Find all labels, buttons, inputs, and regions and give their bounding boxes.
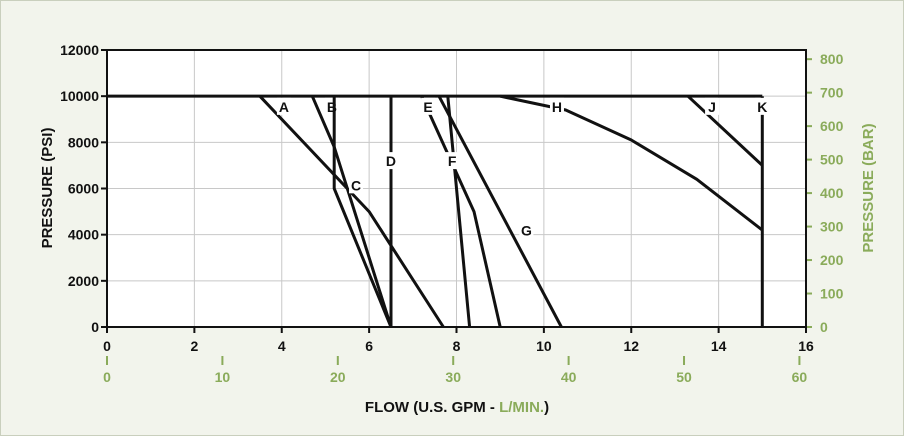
x-secondary-tick-label: 60 [792, 369, 808, 385]
curve-label-g: G [521, 222, 532, 238]
y-secondary-tick-label: 300 [820, 219, 844, 235]
x-axis-title-prefix: FLOW (U.S. GPM - [365, 399, 499, 416]
y-secondary-tick-label: 700 [820, 85, 844, 101]
curve-label-backdrop [383, 152, 398, 170]
curve-label-backdrop [549, 97, 564, 115]
x-tick-label: 16 [798, 338, 814, 354]
y-secondary-tick-label: 400 [820, 185, 844, 201]
y-tick-label: 4000 [68, 227, 99, 243]
y-secondary-tick-label: 200 [820, 252, 844, 268]
x-secondary-tick-label: 50 [676, 369, 692, 385]
x-tick-label: 12 [623, 338, 639, 354]
flow-curves: A B C D E F G H J K [107, 94, 770, 328]
x-axis-title-secondary: L/MIN. [499, 399, 544, 416]
x-tick-label: 8 [453, 338, 461, 354]
x-tick-label: 2 [190, 338, 198, 354]
x-tick-label: 0 [103, 338, 111, 354]
curve-label-k: K [757, 99, 767, 115]
curve-label-f: F [448, 153, 457, 169]
y-tick-label: 12000 [60, 42, 99, 58]
x-axis-title: FLOW (U.S. GPM - L/MIN.) [365, 399, 549, 416]
x-secondary-tick-label: 0 [103, 369, 111, 385]
y-axis-ticks: 0 2000 4000 6000 8000 10000 12000 0 100 200 300 400… [60, 42, 844, 335]
curve-e [420, 95, 502, 328]
x-secondary-tick-label: 20 [330, 369, 346, 385]
y-tick-label: 2000 [68, 273, 99, 289]
y-axis-secondary-title: PRESSURE (BAR) [860, 123, 877, 252]
x-tick-label: 10 [536, 338, 552, 354]
x-axis-title-suffix: ) [544, 399, 549, 416]
curve-a [258, 95, 445, 328]
y-tick-label: 6000 [68, 181, 99, 197]
curve-label-a: A [279, 99, 289, 115]
curve-label-h: H [552, 99, 562, 115]
plot-border [106, 49, 807, 328]
curve-label-backdrop [519, 221, 534, 239]
curve-label-backdrop [276, 97, 291, 115]
curve-label-c: C [351, 177, 361, 193]
curve-label-backdrop [349, 176, 364, 194]
y-axis-title: PRESSURE (PSI) [39, 128, 56, 249]
curve-c [332, 96, 393, 328]
curve-label-backdrop [705, 97, 720, 115]
curve-label-backdrop [755, 97, 770, 115]
x-tick-label: 6 [365, 338, 373, 354]
x-secondary-tick-label: 30 [445, 369, 461, 385]
y-tick-label: 10000 [60, 88, 99, 104]
curve-g [437, 95, 563, 328]
y-secondary-tick-label: 500 [820, 152, 844, 168]
x-secondary-tick-label: 40 [561, 369, 577, 385]
x-secondary-tick-label: 10 [215, 369, 231, 385]
curve-label-e: E [423, 99, 432, 115]
curve-h [499, 94, 764, 232]
x-tick-label: 4 [278, 338, 286, 354]
y-secondary-tick-label: 100 [820, 286, 844, 302]
x-tick-label: 14 [711, 338, 727, 354]
x-axis-ticks: 0 2 4 6 8 10 12 14 16 0 10 20 30 40 50 60 [103, 327, 814, 385]
curve-label-j: J [708, 99, 716, 115]
y-tick-label: 0 [91, 319, 99, 335]
curve-f [446, 96, 472, 328]
curve-label-backdrop [445, 152, 460, 170]
curve-j [686, 95, 764, 167]
curve-label-backdrop [421, 97, 436, 115]
y-secondary-tick-label: 600 [820, 118, 844, 134]
curve-label-b: B [327, 99, 337, 115]
y-tick-label: 8000 [68, 134, 99, 150]
y-secondary-tick-label: 800 [820, 51, 844, 67]
curve-label-d: D [386, 153, 396, 169]
y-secondary-tick-label: 0 [820, 319, 828, 335]
